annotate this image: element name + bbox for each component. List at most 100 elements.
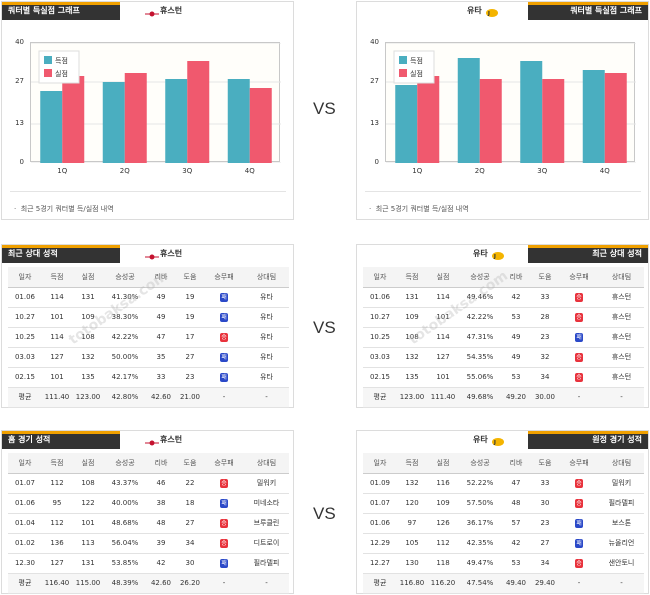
table-cell: 132	[397, 473, 427, 494]
table-row: 01.06 97 126 36.17% 57 23 패 보스톤	[363, 513, 644, 534]
table-cell: 40.00%	[104, 493, 146, 514]
result-cell: 승	[204, 473, 244, 494]
table-cell: 41.30%	[104, 287, 146, 308]
opponent-cell: 유타	[244, 367, 289, 388]
table-cell: 114	[427, 287, 459, 308]
table-cell: 136	[42, 533, 72, 554]
table-row: 02.15 135 101 55.06% 53 34 승 휴스턴	[363, 367, 644, 388]
average-cell: 49.68%	[459, 387, 501, 408]
table-cell: 109	[427, 493, 459, 514]
win-badge: 승	[220, 478, 228, 488]
column-header: 일자	[8, 453, 42, 474]
bar-chart-right: 득점 실점	[385, 42, 636, 164]
opponent-cell: 유타	[244, 327, 289, 348]
average-cell: -	[599, 387, 644, 408]
table-row: 12.30 127 131 53.85% 42 30 패 필라델피	[8, 553, 289, 574]
result-cell: 패	[204, 493, 244, 514]
column-header: 승성공	[104, 267, 146, 288]
column-header: 일자	[363, 453, 397, 474]
table-row: 10.27 101 109 38.30% 49 19 패 유타	[8, 307, 289, 328]
column-header: 승성공	[459, 453, 501, 474]
table-cell: 127	[42, 347, 72, 368]
table-cell: 12.27	[363, 553, 397, 574]
table-cell: 54.35%	[459, 347, 501, 368]
table-cell: 132	[397, 347, 427, 368]
team-name: 유타	[473, 435, 488, 444]
table-row: 01.07 120 109 57.50% 48 30 승 필라델피	[363, 493, 644, 514]
table-cell: 10.27	[363, 307, 397, 328]
y-tick-label: 27	[370, 77, 379, 85]
y-tick-label: 40	[15, 38, 24, 46]
h2h-panel-right: 최근 상대 성적 유타 J 일자 득점 실점 승성공 리바 도움 승무패 상대팀 01.06 131…	[356, 244, 649, 408]
win-badge: 승	[575, 372, 583, 382]
table-cell: 42.35%	[459, 533, 501, 554]
team-name: 유타	[467, 6, 482, 15]
average-cell: 29.40	[531, 573, 559, 594]
table-cell: 23	[531, 327, 559, 348]
opponent-cell: 필라델피	[599, 493, 644, 514]
x-tick-label: 2Q	[474, 167, 485, 175]
table-row: 01.06 114 131 41.30% 49 19 패 유타	[8, 287, 289, 308]
average-cell: -	[559, 387, 599, 408]
table-row: 01.07 112 108 43.37% 46 22 승 밀워키	[8, 473, 289, 494]
table-cell: 23	[531, 513, 559, 534]
table-cell: 35	[146, 347, 176, 368]
result-cell: 패	[559, 533, 599, 554]
average-cell: 평균	[363, 573, 397, 594]
average-cell: -	[559, 573, 599, 594]
table-cell: 53	[501, 367, 531, 388]
x-tick-label: 3Q	[537, 167, 548, 175]
table-cell: 49	[146, 307, 176, 328]
y-tick-label: 40	[370, 38, 379, 46]
table-cell: 48.68%	[104, 513, 146, 534]
table-header-row: 일자 득점 실점 승성공 리바 도움 승무패 상대팀	[363, 453, 644, 474]
win-badge: 승	[575, 498, 583, 508]
y-tick-label: 13	[370, 119, 379, 127]
houston-logo-icon	[145, 7, 159, 16]
table-cell: 122	[72, 493, 104, 514]
table-header-row: 일자 득점 실점 승성공 리바 도움 승무패 상대팀	[8, 267, 289, 288]
opponent-cell: 샌안토니	[599, 553, 644, 574]
result-cell: 패	[204, 347, 244, 368]
table-cell: 114	[42, 327, 72, 348]
opponent-cell: 휴스턴	[599, 347, 644, 368]
table-cell: 56.04%	[104, 533, 146, 554]
lose-badge: 패	[220, 292, 228, 302]
result-cell: 패	[559, 513, 599, 534]
table-cell: 33	[146, 367, 176, 388]
win-badge: 승	[575, 292, 583, 302]
result-cell: 승	[559, 347, 599, 368]
column-header: 도움	[176, 453, 204, 474]
home-table: 일자 득점 실점 승성공 리바 도움 승무패 상대팀 01.07 112 108 43.37% 46 22…	[8, 453, 289, 594]
table-cell: 131	[397, 287, 427, 308]
bar-allowed-3Q	[187, 61, 210, 163]
result-cell: 패	[204, 287, 244, 308]
table-cell: 57.50%	[459, 493, 501, 514]
table-cell: 36.17%	[459, 513, 501, 534]
table-header-row: 일자 득점 실점 승성공 리바 도움 승무패 상대팀	[363, 267, 644, 288]
column-header: 실점	[427, 267, 459, 288]
table-cell: 101	[427, 307, 459, 328]
average-cell: -	[204, 387, 244, 408]
vs-label: VS	[313, 318, 336, 337]
table-cell: 27	[176, 347, 204, 368]
average-cell: 26.20	[176, 573, 204, 594]
column-header: 리바	[146, 267, 176, 288]
table-cell: 108	[397, 327, 427, 348]
table-cell: 114	[42, 287, 72, 308]
legend-swatch	[399, 56, 407, 64]
table-cell: 112	[42, 513, 72, 534]
average-cell: 21.00	[176, 387, 204, 408]
opponent-cell: 유타	[244, 287, 289, 308]
column-header: 리바	[501, 267, 531, 288]
table-cell: 127	[42, 553, 72, 574]
houston-logo-icon	[145, 250, 159, 259]
win-badge: 승	[220, 518, 228, 528]
table-cell: 28	[531, 307, 559, 328]
table-row: 10.25 108 114 47.31% 49 23 패 휴스턴	[363, 327, 644, 348]
average-cell: 49.20	[501, 387, 531, 408]
team-name: 휴스턴	[160, 249, 183, 258]
team-label-utah: 유타 J	[473, 245, 506, 263]
